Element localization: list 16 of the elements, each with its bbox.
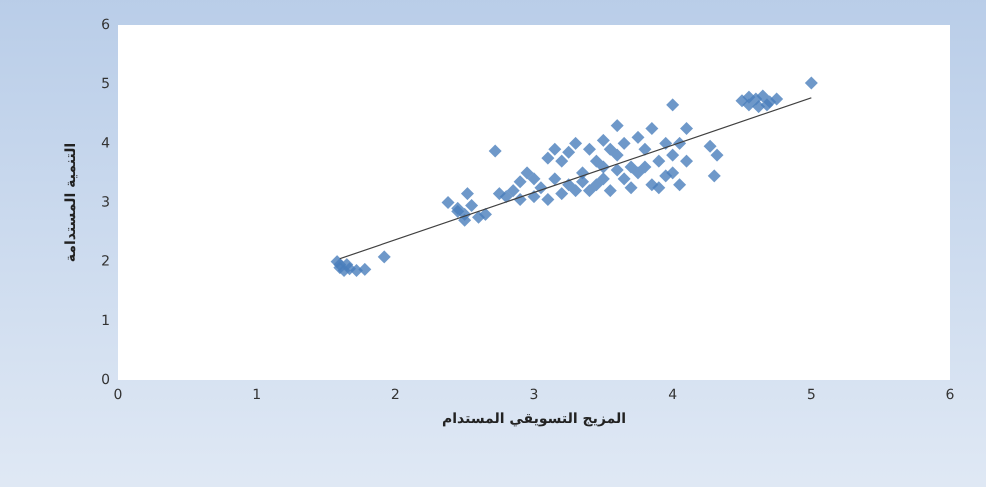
- x-tick-label: 5: [806, 387, 816, 403]
- y-tick-label: 4: [101, 135, 110, 152]
- x-axis-title: المزيج التسويقي المستدام: [442, 411, 626, 427]
- y-tick-label: 2: [101, 254, 110, 270]
- x-tick-label: 3: [530, 387, 538, 403]
- x-tick-label: 1: [252, 387, 262, 403]
- y-tick-label: 3: [101, 194, 110, 210]
- x-tick-label: 0: [114, 387, 122, 403]
- y-axis-title: التنمية المستدامة: [63, 142, 79, 262]
- x-tick-label: 2: [390, 387, 400, 403]
- y-tick-label: 5: [101, 76, 110, 92]
- y-tick-label: 0: [101, 372, 110, 388]
- y-tick-label: 1: [101, 312, 110, 329]
- x-tick-label: 4: [668, 387, 678, 403]
- x-tick-label: 6: [946, 387, 955, 403]
- y-tick-label: 6: [101, 17, 110, 33]
